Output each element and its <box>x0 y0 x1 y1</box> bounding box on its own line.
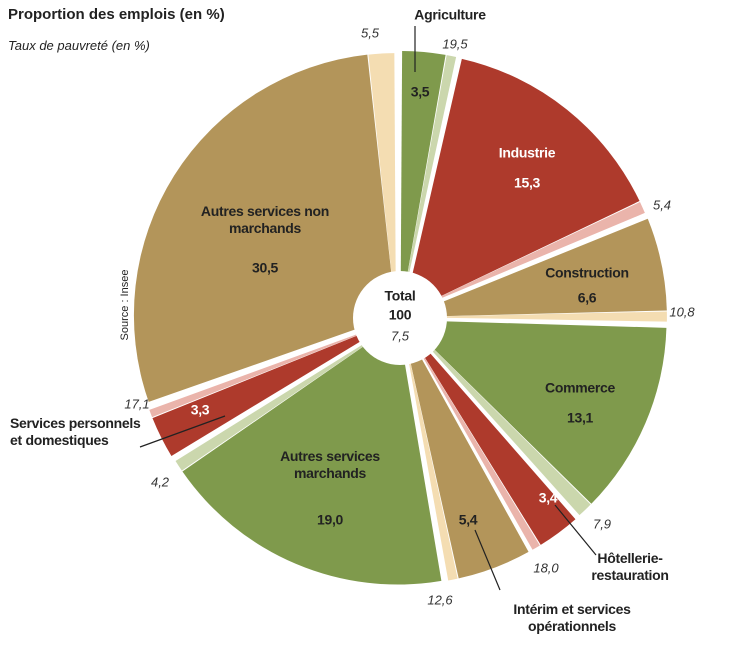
poverty-sliver <box>149 320 396 418</box>
poverty-label: 4,2 <box>150 474 170 490</box>
total-value: 100 <box>388 306 412 323</box>
value-label: 13,1 <box>566 409 594 426</box>
slice <box>400 51 446 314</box>
poverty-sliver <box>368 53 396 316</box>
poverty-label: 17,1 <box>124 396 150 412</box>
slice <box>402 322 576 545</box>
poverty-sliver <box>401 322 458 581</box>
category-label: Intérim et services opérationnels <box>513 601 631 634</box>
poverty-sliver <box>175 322 398 471</box>
category-label: Commerce <box>545 379 615 396</box>
leader-line <box>139 415 226 448</box>
slice <box>401 322 529 579</box>
slice <box>404 218 667 318</box>
source: Source : Insee <box>119 269 131 341</box>
category-label: Services personnels et domestiques <box>10 415 141 448</box>
poverty-sliver <box>400 55 457 314</box>
value-label: 3,4 <box>538 489 558 506</box>
poverty-label: 5,5 <box>360 25 380 41</box>
category-label: Construction <box>545 264 629 281</box>
poverty-sliver <box>403 201 645 315</box>
poverty-label: 5,4 <box>652 197 672 213</box>
category-label: Industrie <box>498 144 556 161</box>
poverty-label: 18,0 <box>533 560 559 576</box>
category-label: Agriculture <box>414 6 486 23</box>
total-poverty: 7,5 <box>390 328 410 344</box>
value-label: 19,0 <box>316 511 344 528</box>
slice <box>404 320 667 504</box>
poverty-sliver <box>404 311 667 322</box>
center-hole <box>353 271 447 365</box>
poverty-label: 19,5 <box>442 36 468 52</box>
total-label: Total <box>384 287 416 304</box>
value-label: 5,4 <box>458 511 478 528</box>
slice <box>403 58 640 315</box>
poverty-sliver <box>404 320 591 516</box>
value-label: 30,5 <box>251 259 279 276</box>
slice <box>152 320 396 456</box>
value-label: 6,6 <box>577 289 597 306</box>
value-label: 15,3 <box>513 174 541 191</box>
poverty-label: 10,8 <box>669 304 695 320</box>
poverty-sliver <box>402 322 540 550</box>
category-label: Autres services non marchands <box>200 203 330 236</box>
value-label: 3,3 <box>190 401 210 418</box>
category-label: Hôtellerie-restauration <box>591 550 669 583</box>
leader-line <box>474 529 501 591</box>
slice <box>182 322 442 585</box>
poverty-label: 7,9 <box>592 516 612 532</box>
slice <box>133 54 396 402</box>
chart-title: Proportion des emplois (en %) <box>8 6 225 23</box>
value-label: 3,5 <box>410 83 430 100</box>
leader-line <box>554 504 597 556</box>
category-label: Autres services marchands <box>280 448 380 481</box>
poverty-label: 12,6 <box>427 592 453 608</box>
chart-subtitle: Taux de pauvreté (en %) <box>8 38 150 53</box>
